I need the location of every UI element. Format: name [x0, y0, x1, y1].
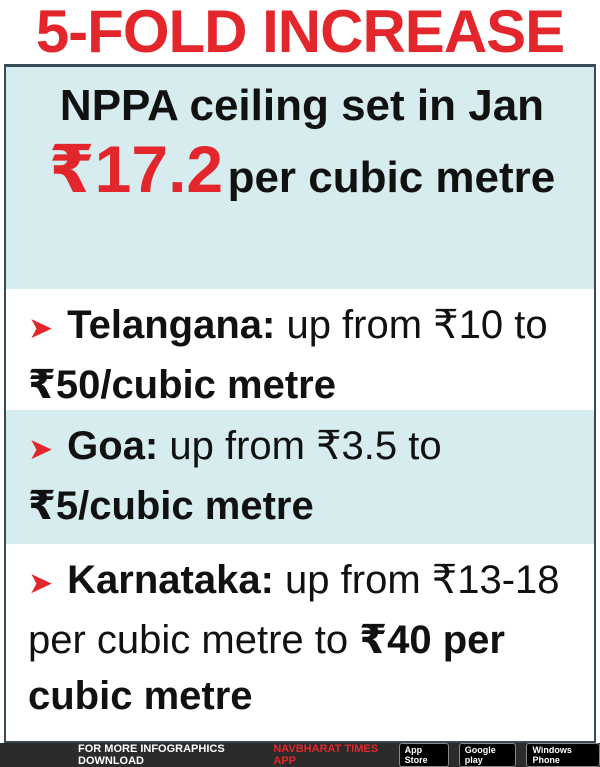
item: ➤ Telangana: up from ₹10 to ₹50/cubic met… — [6, 289, 594, 410]
store-badge[interactable]: Google play — [458, 743, 517, 767]
item-value: ₹40 per cubic metre — [28, 618, 505, 718]
footer: FOR MORE INFOGRAPHICS DOWNLOAD NAVBHARAT… — [0, 743, 600, 767]
footer-app: NAVBHARAT TIMES APP — [273, 743, 379, 767]
item-state: Karnataka: — [67, 558, 274, 602]
items: ➤ Telangana: up from ₹10 to ₹50/cubic met… — [6, 289, 594, 739]
item-text: up from ₹3.5 to — [169, 424, 442, 468]
ceiling-label: NPPA ceiling set in Jan — [59, 81, 545, 130]
item-state: Goa: — [67, 424, 159, 468]
item: ➤ Karnataka: up from ₹13-18 per cubic met… — [6, 544, 594, 739]
item: ➤ Goa: up from ₹3.5 to ₹5/cubic metre — [6, 410, 594, 544]
arrow-icon: ➤ — [28, 312, 54, 345]
item-text: up from ₹13-18 per cubic metre to — [28, 558, 560, 662]
arrow-icon: ➤ — [28, 433, 54, 466]
item-state: Telangana: — [67, 303, 276, 347]
item-value: ₹5/cubic metre — [28, 484, 314, 528]
item-value: ₹50/cubic metre — [28, 363, 336, 407]
ceiling-price: ₹17.2 — [48, 132, 224, 206]
item-text: up from ₹10 to — [286, 303, 548, 347]
store-badge[interactable]: Windows Phone — [526, 743, 600, 767]
arrow-icon: ➤ — [28, 567, 54, 600]
store-badge[interactable]: App Store — [398, 743, 449, 767]
ceiling-section: NPPA ceiling set in Jan ₹17.2 per cubic … — [6, 67, 594, 289]
footer-text: FOR MORE INFOGRAPHICS DOWNLOAD — [78, 743, 225, 767]
panel: NPPA ceiling set in Jan ₹17.2 per cubic … — [4, 64, 596, 743]
title: 5-FOLD INCREASE — [35, 0, 565, 65]
ceiling-unit: per cubic metre — [227, 153, 556, 202]
